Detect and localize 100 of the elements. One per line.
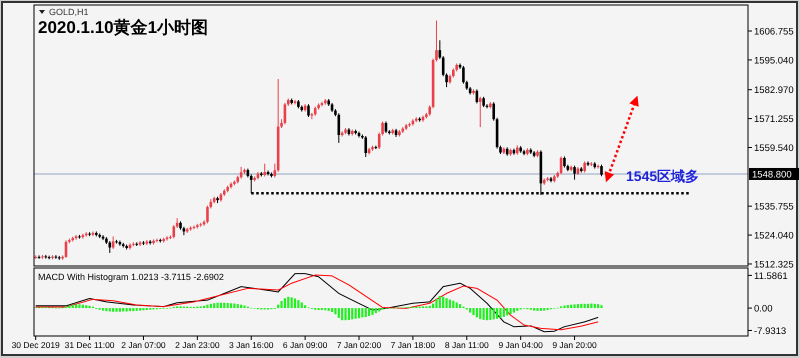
bar (216, 302, 219, 308)
candlestick (384, 120, 388, 134)
x-tick-label: 2 Jan 07:00 (121, 340, 166, 350)
bar (536, 308, 539, 311)
bar (479, 308, 482, 320)
bar (590, 304, 592, 308)
candlestick (573, 165, 576, 180)
candlestick (263, 163, 266, 177)
candlestick (314, 106, 317, 116)
bar (220, 302, 222, 308)
bar (233, 304, 236, 308)
bar (476, 308, 478, 318)
bar (452, 300, 454, 308)
bar (502, 308, 505, 317)
bar (472, 308, 475, 316)
bar (516, 308, 518, 311)
bar (240, 304, 242, 308)
bar (492, 308, 495, 320)
candlestick (476, 88, 478, 104)
y-tick-label: 11.5861 (754, 270, 788, 282)
bar (378, 308, 380, 312)
bar (469, 308, 472, 313)
bar (82, 304, 84, 308)
bar (85, 305, 88, 308)
chart-subtitle: GOLD,H1 (49, 7, 89, 17)
bar (102, 308, 104, 311)
bar (226, 302, 229, 308)
y-tick-label: 1524.040 (754, 230, 794, 242)
bar (512, 308, 516, 313)
bar (280, 301, 283, 308)
bar (597, 304, 600, 308)
bar (330, 308, 334, 312)
candlestick (600, 164, 603, 177)
x-tick-label: 3 Jan 16:00 (229, 340, 274, 350)
bar (458, 304, 462, 308)
bar (354, 308, 357, 319)
text: 2020.1.10黄金1小时图 (38, 18, 208, 37)
bar (576, 304, 580, 308)
bar (456, 302, 458, 308)
y-tick-label: 1535.755 (754, 202, 794, 213)
bar (294, 298, 296, 308)
bar (287, 296, 290, 308)
bar (243, 306, 246, 308)
bar (300, 302, 303, 308)
bar (438, 296, 441, 308)
candlestick (478, 96, 482, 128)
bar (533, 308, 536, 311)
bar (566, 304, 569, 308)
bar (486, 308, 488, 320)
candlestick (482, 96, 485, 108)
bar (304, 305, 306, 308)
bar (284, 298, 286, 308)
y-tick-label: 0.00 (754, 304, 772, 315)
x-tick-label: 8 Jan 11:00 (444, 340, 489, 350)
x-tick-label: 7 Jan 02:00 (336, 340, 382, 350)
bar (509, 308, 512, 314)
bar (540, 308, 542, 311)
candlestick (337, 112, 340, 144)
bar (428, 306, 431, 308)
bar (482, 308, 485, 320)
bar (136, 308, 138, 311)
annotation: 1545区域多 (626, 168, 700, 184)
bar (210, 304, 212, 308)
bar (570, 304, 572, 308)
bar (223, 302, 226, 308)
bar (72, 304, 74, 308)
candlestick (364, 135, 368, 158)
bar (374, 308, 377, 314)
x-tick-label: 2 Jan 23:00 (175, 340, 220, 350)
x-tick-label: 7 Jan 18:00 (390, 340, 436, 350)
text: MACD With Histogram 1.0213 -3.7115 -2.6902 (38, 272, 224, 282)
bar (122, 308, 124, 312)
bar (543, 308, 546, 311)
candlestick (516, 144, 519, 156)
candlestick (448, 74, 452, 84)
bar (236, 304, 239, 308)
bar (448, 300, 452, 308)
bar (297, 300, 300, 308)
x-tick-label: 31 Dec 11:00 (64, 340, 115, 350)
bar (358, 308, 360, 318)
bar (584, 304, 586, 308)
bar (442, 296, 444, 308)
candlestick (112, 236, 114, 250)
bar (368, 308, 370, 316)
y-tick-label: 1595.040 (754, 55, 794, 66)
bar (348, 308, 350, 320)
candlestick (307, 104, 310, 118)
bar (600, 305, 603, 308)
y-tick-label: 1571.255 (754, 114, 794, 126)
bar (213, 303, 216, 308)
candlestick (206, 205, 209, 224)
bar (499, 308, 502, 318)
x-tick-label: 6 Jan 09:00 (282, 340, 328, 350)
candlestick (462, 65, 465, 84)
bar (496, 308, 498, 319)
bar (506, 308, 508, 316)
y-tick-label: 1512.325 (754, 259, 794, 270)
bar (206, 304, 209, 308)
bar (445, 298, 448, 308)
bar (341, 308, 344, 320)
